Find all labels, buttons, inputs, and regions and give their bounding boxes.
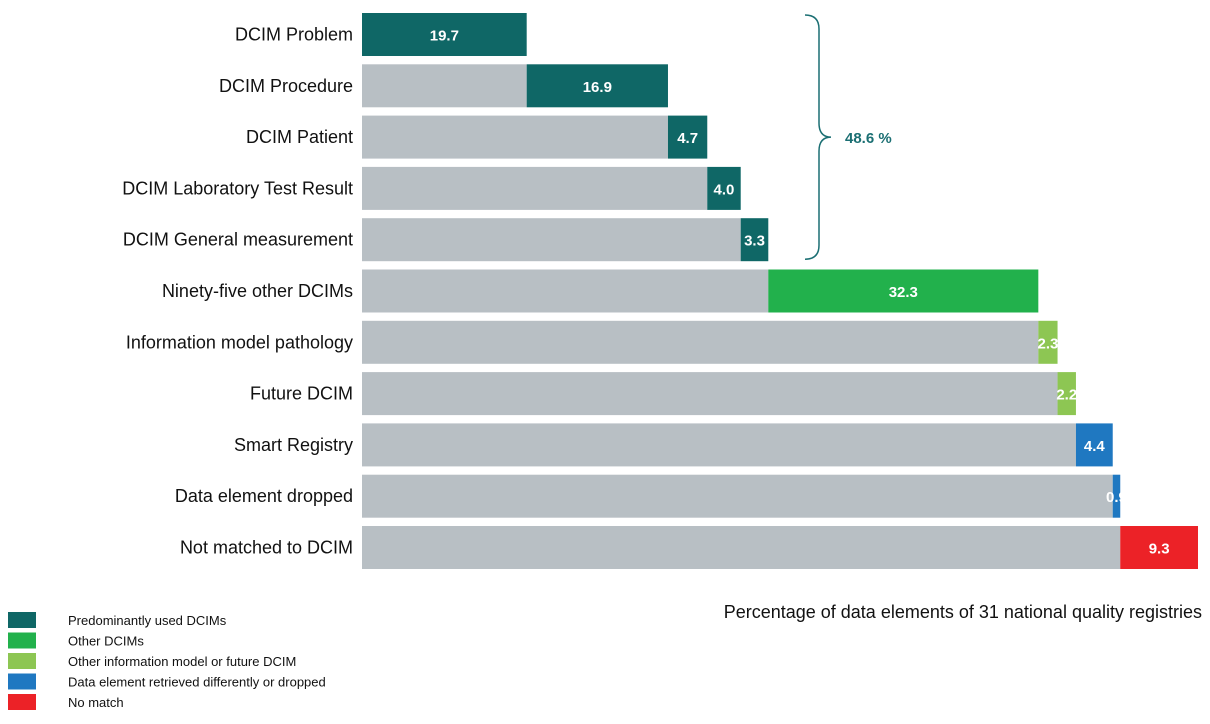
bar-background xyxy=(362,320,1039,364)
value-label: 4.4 xyxy=(1084,438,1106,455)
bar-segment xyxy=(1057,372,1076,416)
legend-swatch xyxy=(8,612,36,628)
value-label: 4.0 xyxy=(714,181,735,198)
value-label: 32.3 xyxy=(889,284,918,301)
value-label: 16.9 xyxy=(583,79,612,96)
category-label: DCIM Problem xyxy=(235,25,353,45)
x-axis-label: Percentage of data elements of 31 nation… xyxy=(724,602,1202,622)
value-label: 2.2 xyxy=(1056,387,1077,404)
bar-background xyxy=(362,372,1058,416)
bar-segment xyxy=(768,269,1039,313)
category-label: Data element dropped xyxy=(175,486,353,506)
bar-segment xyxy=(667,115,708,159)
legend-item-label: No match xyxy=(68,695,124,710)
bar-background xyxy=(362,526,1121,569)
category-label: DCIM General measurement xyxy=(123,230,353,250)
bar-segment xyxy=(1112,474,1121,518)
bar-segment xyxy=(362,13,527,56)
legend-item-label: Other information model or future DCIM xyxy=(68,654,296,669)
value-label: 9.3 xyxy=(1149,541,1170,558)
bar-segment xyxy=(740,218,769,262)
category-label: Ninety-five other DCIMs xyxy=(162,281,353,301)
bar-background xyxy=(362,218,741,262)
bar-background xyxy=(362,64,527,108)
category-label: DCIM Laboratory Test Result xyxy=(122,178,353,198)
value-label: 19.7 xyxy=(430,28,459,45)
category-label: DCIM Procedure xyxy=(219,76,353,96)
bar-background xyxy=(362,115,668,159)
category-label: Future DCIM xyxy=(250,384,353,404)
value-label: 4.7 xyxy=(677,130,698,147)
bar-segment xyxy=(1120,526,1198,569)
category-label: Not matched to DCIM xyxy=(180,538,353,558)
category-label: Smart Registry xyxy=(234,435,353,455)
bar-background xyxy=(362,166,708,210)
bar-segment xyxy=(1038,320,1058,364)
category-label: Information model pathology xyxy=(126,332,353,352)
legend-swatch xyxy=(8,694,36,710)
bar-background xyxy=(362,423,1076,467)
legend-swatch xyxy=(8,632,36,649)
brace xyxy=(804,14,832,260)
bar-background xyxy=(362,269,769,313)
legend-item-label: Predominantly used DCIMs xyxy=(68,613,227,628)
bar-segment xyxy=(1075,423,1113,467)
bar-segment xyxy=(707,166,741,210)
category-label: DCIM Patient xyxy=(246,127,353,147)
value-label: 3.3 xyxy=(744,233,765,250)
bar-background xyxy=(362,474,1113,518)
legend-swatch xyxy=(8,673,36,690)
legend-swatch xyxy=(8,653,36,669)
bar-segment xyxy=(526,64,668,108)
value-label: 0.9 xyxy=(1106,489,1127,506)
brace-label: 48.6 % xyxy=(845,130,892,147)
legend-item-label: Other DCIMs xyxy=(68,634,144,649)
value-label: 2.3 xyxy=(1038,335,1059,352)
legend-item-label: Data element retrieved differently or dr… xyxy=(68,675,326,690)
